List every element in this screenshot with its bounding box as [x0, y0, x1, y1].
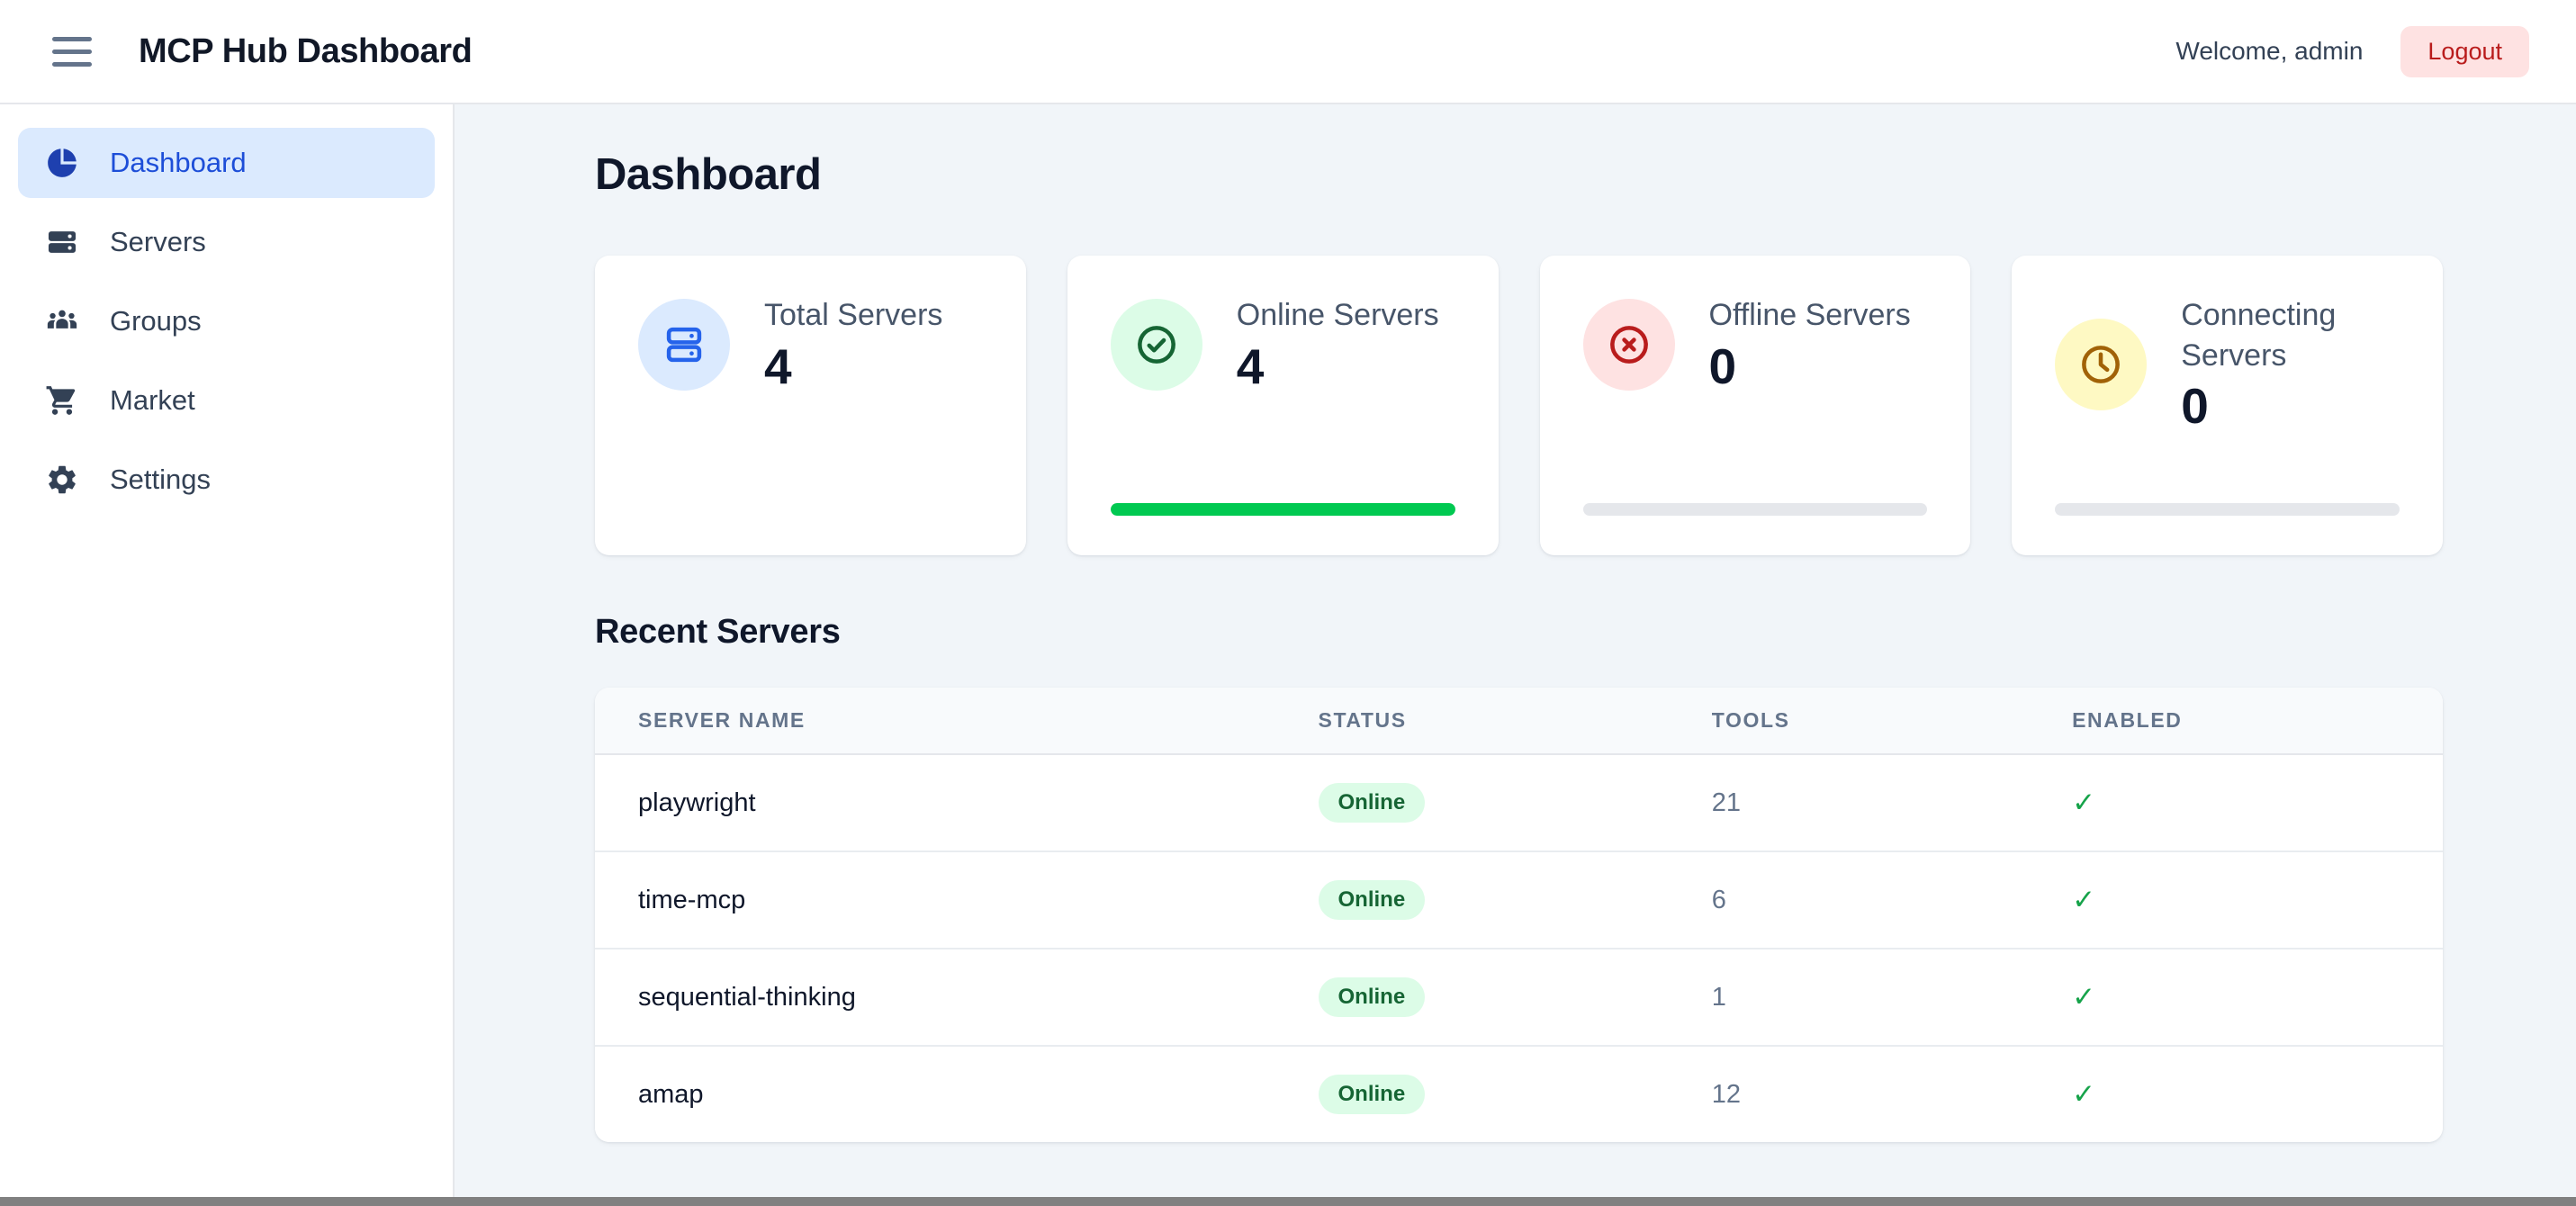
connecting-progress-track: [2055, 503, 2400, 517]
status-badge: Online: [1318, 977, 1426, 1018]
stat-card-connecting-servers: Connecting Servers 0: [2012, 256, 2443, 556]
enabled-check-icon: ✓: [2072, 1078, 2096, 1111]
sidebar-item-label: Settings: [110, 464, 212, 495]
status-badge: Online: [1318, 880, 1426, 921]
server-icon-badge: [638, 298, 730, 391]
status-badge: Online: [1318, 1075, 1426, 1115]
sidebar-item-label: Groups: [110, 305, 202, 337]
hamburger-icon: [52, 36, 92, 41]
sidebar-item-groups[interactable]: Groups: [18, 286, 435, 356]
tools-count-cell: 12: [1711, 1079, 1742, 1109]
users-icon: [47, 310, 77, 328]
stat-value: 4: [764, 338, 792, 394]
recent-servers-table: Server Name Status Tools Enabled playwri…: [595, 688, 2443, 1143]
sidebar-item-dashboard[interactable]: Dashboard: [18, 128, 435, 198]
pie-chart-icon: [48, 148, 77, 177]
stat-card-total-servers: Total Servers 4: [595, 256, 1026, 556]
enabled-check-icon: ✓: [2072, 884, 2096, 916]
clock-icon: [2082, 345, 2121, 383]
server-icon: [48, 231, 77, 253]
gear-icon: [49, 465, 76, 494]
table-row: amap Online 12 ✓: [595, 1047, 2443, 1143]
enabled-check-icon: ✓: [2072, 981, 2096, 1013]
enabled-check-icon: ✓: [2072, 787, 2096, 819]
tools-count-cell: 21: [1711, 788, 1742, 817]
stat-card-offline-servers: Offline Servers 0: [1539, 256, 1971, 556]
table-row: playwright Online 21 ✓: [595, 755, 2443, 853]
sidebar-item-settings[interactable]: Settings: [18, 445, 435, 515]
main-content: Dashboard Total Serv: [455, 104, 2576, 1197]
stat-value: 0: [2181, 377, 2209, 434]
offline-progress-track: [1582, 503, 1928, 517]
menu-toggle-button[interactable]: [47, 32, 97, 72]
online-progress-track: [1110, 503, 1455, 517]
column-header-enabled: Enabled: [2072, 708, 2183, 733]
window-bottom-edge: [0, 1197, 2576, 1206]
stats-row: Total Servers 4: [595, 256, 2443, 556]
stat-value: 4: [1236, 338, 1265, 394]
server-outline-icon: [666, 327, 702, 362]
stat-label: Online Servers: [1236, 298, 1439, 333]
sidebar-item-label: Market: [110, 384, 195, 416]
app-title: MCP Hub Dashboard: [139, 32, 473, 70]
column-header-tools: Tools: [1711, 708, 1790, 733]
sidebar-item-label: Servers: [110, 226, 206, 257]
server-name-cell: time-mcp: [638, 885, 746, 914]
header-right: Welcome, admin Logout: [2175, 25, 2529, 77]
server-name-cell: playwright: [638, 788, 756, 817]
stat-label: Total Servers: [764, 298, 943, 333]
tools-count-cell: 1: [1711, 982, 1726, 1012]
sidebar-item-servers[interactable]: Servers: [18, 207, 435, 277]
online-progress-fill: [1110, 503, 1455, 517]
stat-value: 0: [1708, 338, 1737, 394]
column-header-server-name: Server Name: [638, 708, 806, 733]
connecting-icon-badge: [2055, 318, 2148, 410]
recent-servers-heading: Recent Servers: [595, 613, 841, 652]
column-header-status: Status: [1318, 708, 1407, 733]
table-header-row: Server Name Status Tools Enabled: [595, 688, 2443, 756]
logout-button[interactable]: Logout: [2400, 25, 2529, 77]
header-left: MCP Hub Dashboard: [47, 32, 473, 72]
offline-icon-badge: [1582, 298, 1675, 391]
top-header: MCP Hub Dashboard Welcome, admin Logout: [0, 0, 2576, 104]
welcome-text: Welcome, admin: [2175, 37, 2364, 65]
cart-icon: [46, 386, 76, 415]
server-name-cell: amap: [638, 1079, 704, 1109]
status-badge: Online: [1318, 783, 1426, 824]
stat-card-online-servers: Online Servers 4: [1067, 256, 1499, 556]
check-circle-icon: [1137, 325, 1175, 364]
sidebar: Dashboard Servers: [0, 104, 455, 1197]
stat-label: Offline Servers: [1708, 298, 1911, 333]
stat-label: Connecting Servers: [2181, 298, 2337, 373]
body-row: Dashboard Servers: [0, 104, 2576, 1197]
x-circle-icon: [1609, 325, 1648, 364]
server-name-cell: sequential-thinking: [638, 982, 856, 1012]
online-icon-badge: [1110, 298, 1202, 391]
table-row: sequential-thinking Online 1 ✓: [595, 950, 2443, 1048]
sidebar-item-market[interactable]: Market: [18, 365, 435, 436]
page-title: Dashboard: [595, 150, 822, 199]
table-row: time-mcp Online 6 ✓: [595, 852, 2443, 950]
sidebar-item-label: Dashboard: [110, 147, 247, 178]
tools-count-cell: 6: [1711, 885, 1726, 914]
